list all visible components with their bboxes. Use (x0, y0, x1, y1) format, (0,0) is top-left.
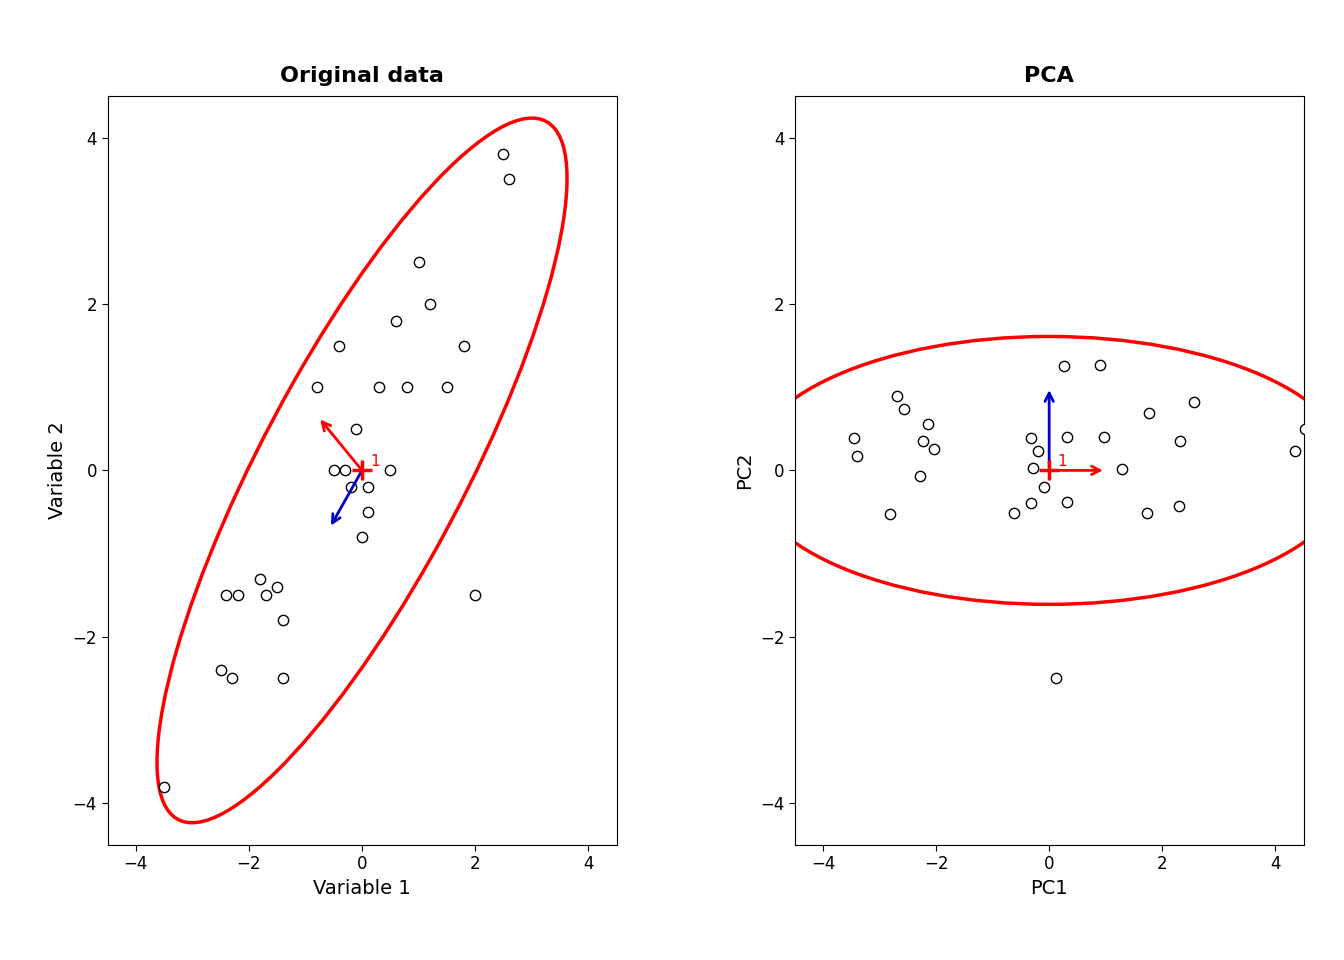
Point (1294, 421, 1316, 437)
Point (335, 463, 356, 478)
Point (222, 671, 243, 686)
Point (266, 579, 288, 594)
Y-axis label: Variable 2: Variable 2 (48, 421, 67, 519)
Point (1046, 670, 1067, 685)
Point (917, 417, 938, 432)
Point (847, 448, 868, 464)
Point (368, 379, 390, 395)
Point (453, 338, 474, 353)
Point (386, 313, 407, 328)
Point (210, 662, 231, 678)
Point (910, 468, 931, 484)
Point (1136, 506, 1157, 521)
Point (894, 401, 915, 417)
Point (1183, 394, 1204, 409)
Point (1056, 494, 1078, 510)
Point (407, 254, 429, 270)
Text: 1: 1 (1058, 454, 1067, 469)
Point (358, 479, 379, 494)
Point (271, 671, 293, 686)
Point (1056, 430, 1078, 445)
Point (250, 571, 271, 587)
Point (911, 434, 933, 449)
Point (1169, 498, 1191, 514)
Point (340, 479, 362, 494)
Point (1093, 429, 1114, 444)
X-axis label: Variable 1: Variable 1 (313, 878, 411, 898)
Point (1004, 505, 1025, 520)
Point (227, 588, 249, 603)
Point (1028, 444, 1050, 459)
Point (923, 441, 945, 456)
Point (255, 588, 277, 603)
Text: 1: 1 (371, 454, 380, 469)
Point (879, 506, 900, 521)
Point (747, 441, 769, 456)
Point (153, 779, 175, 794)
Point (499, 172, 520, 187)
Point (1089, 357, 1110, 372)
Point (1054, 358, 1075, 373)
Point (358, 504, 379, 519)
Point (887, 389, 909, 404)
Point (396, 379, 418, 395)
Point (329, 338, 351, 353)
Point (419, 297, 441, 312)
Point (345, 421, 367, 437)
Point (1111, 461, 1133, 476)
Point (1285, 444, 1306, 459)
Title: PCA: PCA (1024, 66, 1074, 86)
Point (379, 463, 401, 478)
Point (351, 529, 372, 544)
X-axis label: PC1: PC1 (1031, 878, 1068, 898)
Point (435, 379, 457, 395)
Point (1020, 495, 1042, 511)
Point (271, 612, 293, 628)
Point (844, 430, 866, 445)
Point (323, 463, 344, 478)
Point (493, 147, 515, 162)
Y-axis label: PC2: PC2 (735, 451, 754, 490)
Point (1034, 480, 1055, 495)
Title: Original data: Original data (280, 66, 444, 86)
Point (1020, 431, 1042, 446)
Point (465, 588, 487, 603)
Point (215, 588, 237, 603)
Point (1023, 461, 1044, 476)
Point (306, 379, 328, 395)
Point (1169, 433, 1191, 448)
Point (1138, 405, 1160, 420)
